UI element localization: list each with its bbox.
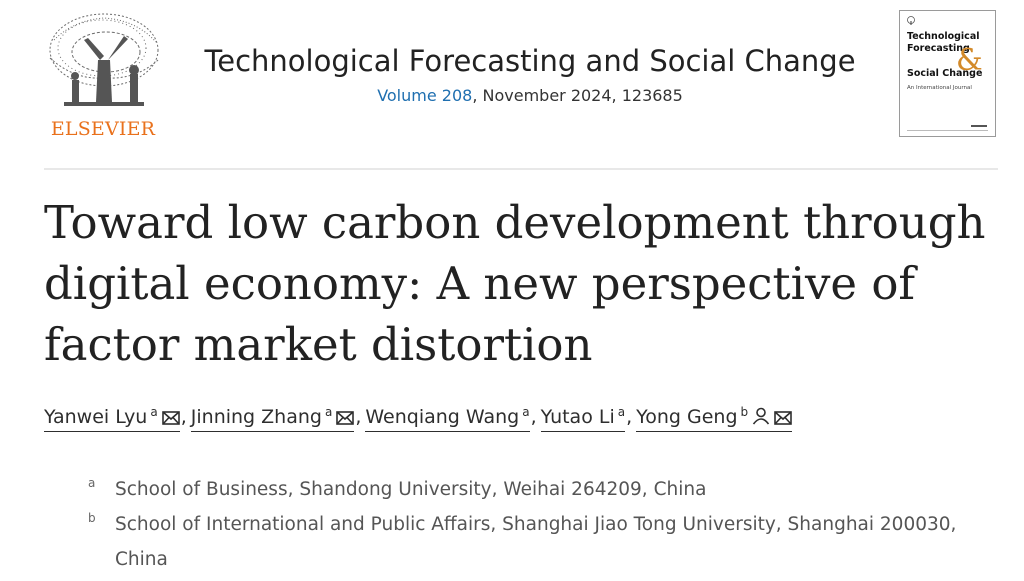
journal-header: Technological Forecasting and Social Cha… — [180, 44, 880, 105]
title-line-1: Toward low carbon development through — [44, 196, 986, 249]
affiliation-b: b School of International and Public Aff… — [88, 507, 968, 577]
author-list: Yanwei Lyu a, Jinning Zhang a, Wenqiang Wang… — [44, 405, 1004, 432]
volume-link[interactable]: Volume 208 — [377, 86, 473, 105]
article-title: Toward low carbon development through di… — [44, 192, 1004, 375]
journal-cover[interactable]: Technological Forecasting & Social Chang… — [899, 10, 996, 137]
author-separator: , — [530, 406, 537, 428]
author-name: Yanwei Lyu — [44, 406, 148, 428]
author-link[interactable]: Jinning Zhang a — [190, 405, 355, 432]
issue-info: , November 2024, 123685 — [472, 86, 683, 105]
cover-title-line-2: Forecasting — [907, 43, 970, 54]
author-separator: , — [180, 406, 187, 428]
author-separator: , — [626, 406, 633, 428]
author-name: Jinning Zhang — [190, 406, 322, 428]
affiliation-marker: a — [150, 405, 158, 419]
author-name: Wenqiang Wang — [365, 406, 520, 428]
cover-subtitle: An International Journal — [907, 85, 972, 91]
elsevier-logo[interactable]: ELSEVIER — [44, 10, 162, 142]
title-line-3: factor market distortion — [44, 318, 593, 371]
cover-title-line-1: Technological — [907, 31, 980, 42]
cover-title-line-3: Social Change — [907, 68, 983, 79]
affiliation-list: a School of Business, Shandong Universit… — [88, 472, 968, 577]
author-link[interactable]: Yutao Li a — [540, 405, 626, 432]
mail-icon — [774, 411, 792, 425]
affiliation-marker: a — [324, 405, 333, 419]
tree-icon — [49, 13, 159, 106]
author-link[interactable]: Yong Geng b — [636, 405, 793, 432]
author-separator: , — [355, 406, 362, 428]
cover-ampersand: & — [956, 43, 983, 78]
cover-footer-rule — [907, 130, 988, 131]
publisher-wordmark: ELSEVIER — [50, 118, 156, 140]
cover-footer-mark — [971, 125, 987, 127]
person-icon — [753, 407, 770, 425]
mail-icon — [336, 411, 355, 425]
mini-tree-icon — [907, 16, 915, 25]
author-link[interactable]: Yanwei Lyu a — [44, 405, 180, 432]
author-name: Yutao Li — [540, 406, 615, 428]
author-name: Yong Geng — [636, 406, 738, 428]
affiliation-label: a — [88, 476, 96, 490]
affiliation-marker: a — [617, 405, 626, 419]
affiliation-marker: b — [740, 405, 749, 419]
affiliation-text: School of International and Public Affai… — [115, 514, 957, 570]
affiliation-text: School of Business, Shandong University,… — [115, 479, 707, 500]
affiliation-marker: a — [522, 405, 530, 419]
header-divider — [44, 168, 998, 170]
journal-title[interactable]: Technological Forecasting and Social Cha… — [204, 44, 856, 78]
author-link[interactable]: Wenqiang Wang a — [365, 405, 530, 432]
affiliation-a: a School of Business, Shandong Universit… — [88, 472, 968, 507]
title-line-2: digital economy: A new perspective of — [44, 257, 916, 310]
mail-icon — [161, 411, 180, 425]
affiliation-label: b — [88, 511, 96, 525]
journal-issue-line: Volume 208, November 2024, 123685 — [180, 86, 880, 105]
